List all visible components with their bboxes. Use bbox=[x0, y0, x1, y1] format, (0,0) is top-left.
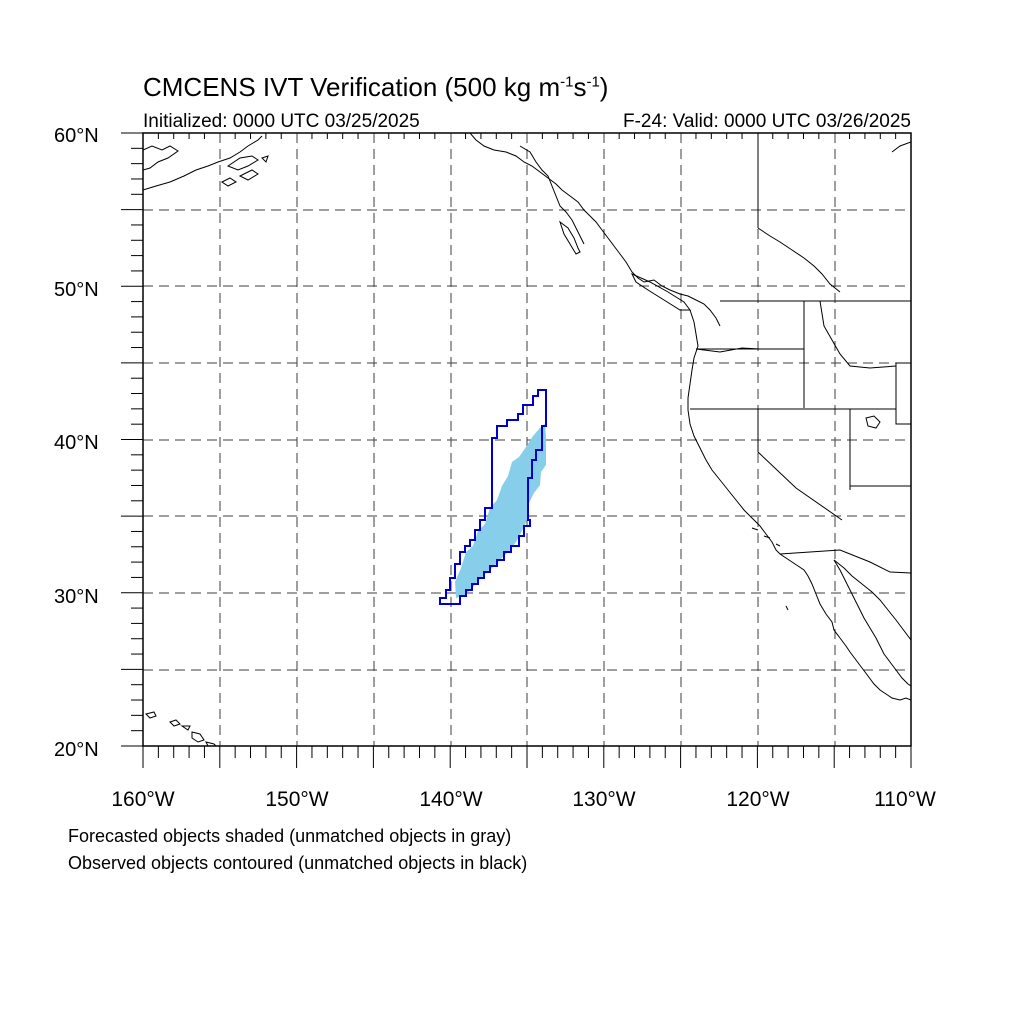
coast-gulf-of-alaska bbox=[469, 133, 721, 327]
observed-object-contour bbox=[439, 389, 547, 605]
lat-label-50: 50°N bbox=[54, 279, 99, 301]
island-aleutian-1 bbox=[221, 177, 237, 187]
title-close: ) bbox=[599, 72, 609, 102]
coast-alaska-peninsula-2 bbox=[143, 135, 263, 191]
border-us-mexico bbox=[779, 549, 911, 574]
island-guadalupe bbox=[785, 605, 789, 611]
lat-label-20: 20°N bbox=[54, 739, 99, 761]
border-idaho-montana bbox=[819, 300, 897, 369]
title-unit-s: s bbox=[573, 72, 587, 102]
lat-label-30: 30°N bbox=[54, 586, 99, 608]
forecast-object-shaded bbox=[455, 424, 546, 598]
river-columbia bbox=[695, 347, 761, 353]
border-california-nevada bbox=[757, 409, 843, 521]
coast-alaska-peninsula bbox=[143, 145, 179, 171]
island-hawaii-4 bbox=[191, 731, 205, 743]
valid-label: F-24: Valid: 0000 UTC 03/26/2025 bbox=[623, 111, 911, 132]
island-aleutian-2 bbox=[238, 169, 259, 181]
title-exponent-2: -1 bbox=[586, 73, 600, 91]
lon-label-110: 110°W bbox=[874, 788, 936, 811]
latitude-labels: 20°N 30°N 40°N 50°N 60°N bbox=[54, 125, 99, 761]
lon-label-120: 120°W bbox=[726, 788, 789, 811]
island-haida-gwaii bbox=[559, 220, 581, 255]
coast-baja-peninsula bbox=[833, 559, 911, 687]
coast-us-pacific bbox=[687, 309, 911, 701]
island-hawaii-5 bbox=[205, 741, 217, 746]
tick-marks bbox=[121, 132, 912, 768]
footer-forecast-note: Forecasted objects shaded (unmatched obj… bbox=[68, 826, 512, 846]
island-hawaii-3 bbox=[180, 725, 191, 731]
lon-label-150: 150°W bbox=[265, 788, 328, 811]
island-kodiak bbox=[226, 155, 259, 171]
lon-label-140: 140°W bbox=[419, 788, 482, 811]
lat-label-60: 60°N bbox=[54, 125, 99, 147]
coastlines-and-borders bbox=[143, 133, 911, 746]
footer-observed-note: Observed objects contoured (unmatched ob… bbox=[68, 853, 528, 873]
lon-label-130: 130°W bbox=[572, 788, 635, 811]
coast-alaska-panhandle-islands bbox=[519, 145, 585, 245]
title-exponent-1: -1 bbox=[560, 73, 574, 91]
island-aleutian-3 bbox=[261, 155, 269, 163]
island-hawaii-2 bbox=[169, 719, 181, 727]
chart-title: CMCENS IVT Verification (500 kg m-1s-1) bbox=[143, 72, 608, 103]
initialized-label: Initialized: 0000 UTC 03/25/2025 bbox=[143, 111, 420, 132]
border-wyoming bbox=[895, 362, 911, 425]
islands-channel bbox=[751, 527, 781, 547]
coast-gulf-of-california bbox=[833, 559, 911, 641]
river-canada-interior bbox=[757, 227, 841, 293]
gridlines bbox=[143, 133, 911, 746]
coast-northeast-fragment bbox=[891, 141, 911, 153]
lake-great-salt bbox=[865, 415, 881, 429]
island-hawaii-1 bbox=[145, 711, 157, 719]
island-vancouver bbox=[630, 272, 691, 311]
lon-label-160: 160°W bbox=[111, 788, 174, 811]
lat-label-40: 40°N bbox=[54, 432, 99, 454]
longitude-labels: 160°W 150°W 140°W 130°W 120°W 110°W bbox=[111, 788, 936, 811]
title-main: CMCENS IVT Verification (500 kg m bbox=[143, 72, 561, 102]
